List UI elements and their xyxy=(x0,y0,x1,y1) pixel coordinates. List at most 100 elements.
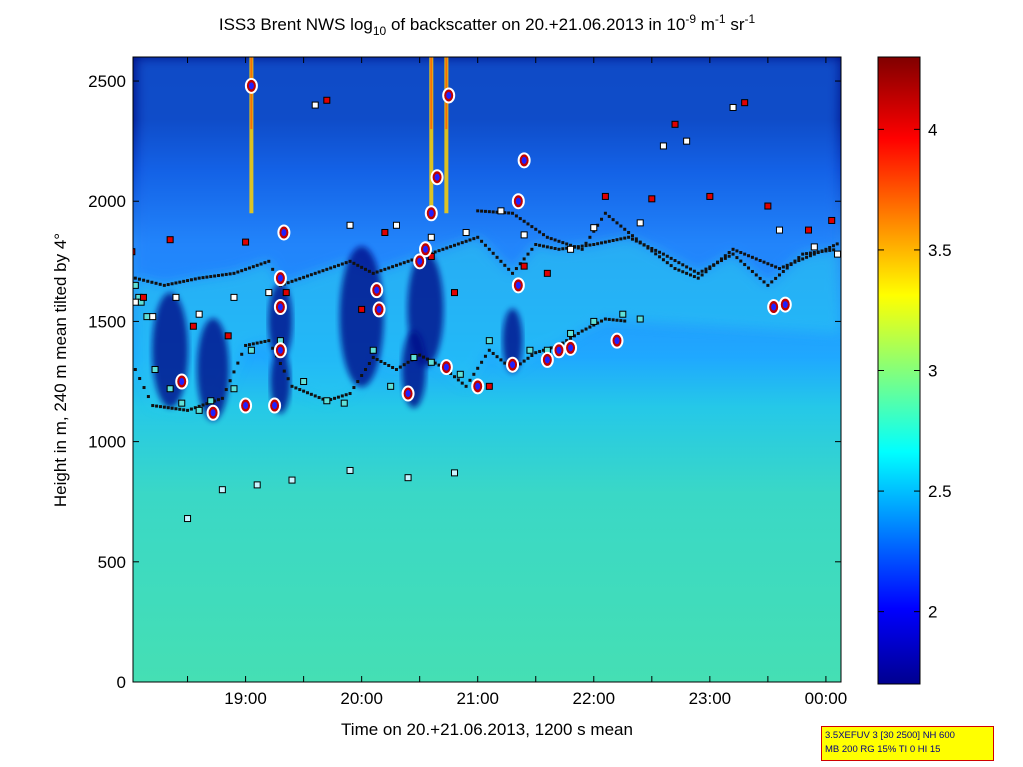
cloud-base-mark xyxy=(383,361,387,365)
layer-top-mark xyxy=(201,276,205,280)
cloud-mark xyxy=(456,370,464,378)
layer-top-mark xyxy=(781,269,785,273)
cloud-base-mark xyxy=(305,391,309,395)
upper-layer-mark xyxy=(603,211,607,215)
red-mark xyxy=(671,120,679,128)
layer-top-mark xyxy=(317,270,321,274)
upper-layer-mark xyxy=(685,271,689,275)
cloud-ring-core xyxy=(376,305,382,313)
colorbar-tick-label: 4 xyxy=(928,120,937,139)
layer-top-mark xyxy=(805,252,809,256)
layer-top-mark xyxy=(561,247,565,251)
cloud-ring-core xyxy=(544,356,550,364)
cloud-base-mark xyxy=(251,342,255,346)
cloud-base-mark xyxy=(286,377,290,381)
layer-top-mark xyxy=(224,272,228,276)
cloud-ring-core xyxy=(277,303,283,311)
red-mark xyxy=(358,305,366,313)
cloud-base-mark xyxy=(588,325,592,329)
cloud-base-mark xyxy=(449,372,453,376)
layer-top-mark xyxy=(592,243,596,246)
layer-top-mark xyxy=(186,279,190,283)
red-mark xyxy=(764,202,772,210)
cloud-base-mark xyxy=(522,359,526,363)
cloud-ring-core xyxy=(475,382,481,390)
cloud-base-mark xyxy=(476,366,480,370)
upper-layer-mark xyxy=(750,255,754,259)
upper-layer-mark xyxy=(476,209,480,213)
cloud-base-mark xyxy=(224,388,228,392)
cloud-ring-core xyxy=(428,209,434,217)
white-mark xyxy=(392,221,400,229)
layer-top-mark xyxy=(611,238,615,242)
layer-top-mark xyxy=(213,274,217,278)
layer-top-mark xyxy=(137,277,141,281)
cloud-mark xyxy=(369,346,377,354)
layer-top-mark xyxy=(244,267,248,271)
cloud-ring-core xyxy=(771,303,777,311)
upper-layer-mark xyxy=(607,214,611,218)
upper-cloud-region xyxy=(135,57,841,286)
upper-layer-mark xyxy=(534,227,538,231)
layer-top-mark xyxy=(619,237,623,241)
layer-top-mark xyxy=(220,273,224,277)
layer-top-mark xyxy=(391,265,395,269)
upper-layer-mark xyxy=(514,214,518,218)
upper-layer-mark xyxy=(596,223,600,227)
layer-top-mark xyxy=(723,256,727,260)
cloud-base-mark xyxy=(391,365,395,369)
low-layer-mark xyxy=(288,476,296,484)
upper-layer-mark xyxy=(704,270,708,274)
layer-top-mark xyxy=(654,248,658,252)
layer-top-mark xyxy=(727,254,731,258)
cloud-base-mark xyxy=(302,389,306,393)
upper-layer-mark xyxy=(735,249,739,253)
white-mark xyxy=(834,250,841,258)
x-tick-label: 21:00 xyxy=(456,689,499,708)
cloud-base-mark xyxy=(367,361,371,365)
cloud-base-mark xyxy=(317,396,321,400)
upper-layer-mark xyxy=(824,247,828,251)
layer-top-mark xyxy=(305,274,309,278)
cloud-base-mark xyxy=(433,361,437,365)
cloud-base-mark xyxy=(220,396,224,400)
layer-top-mark xyxy=(750,269,754,273)
layer-top-mark xyxy=(758,276,762,280)
cloud-base-mark xyxy=(213,399,217,403)
cloud-base-mark xyxy=(371,355,375,359)
upper-layer-mark xyxy=(727,251,731,255)
layer-top-mark xyxy=(747,266,751,270)
layer-top-mark xyxy=(832,248,836,252)
layer-top-mark xyxy=(530,247,534,251)
upper-layer-mark xyxy=(739,251,743,255)
upper-layer-mark xyxy=(572,245,576,249)
upper-layer-mark xyxy=(627,230,631,234)
cloud-base-mark xyxy=(217,398,221,402)
upper-layer-mark xyxy=(743,252,747,256)
cloud-base-mark xyxy=(460,381,464,385)
layer-top-mark xyxy=(545,245,549,249)
layer-top-mark xyxy=(538,243,542,247)
cloud-ring-core xyxy=(515,281,521,289)
layer-top-mark xyxy=(348,259,352,263)
layer-top-mark xyxy=(182,279,186,283)
x-tick-label: 19:00 xyxy=(224,689,267,708)
upper-layer-mark xyxy=(530,225,534,229)
upper-layer-mark xyxy=(650,249,654,253)
cloud-mark xyxy=(300,378,308,386)
cloud-base-mark xyxy=(425,357,429,361)
layer-top-mark xyxy=(356,263,360,267)
colorbar-axis: 2 2.5 3 3.5 4 xyxy=(878,120,952,622)
upper-layer-mark xyxy=(669,264,673,268)
cloud-ring-core xyxy=(248,82,254,90)
layer-top-mark xyxy=(383,267,387,271)
upper-layer-mark xyxy=(793,260,797,264)
layer-top-mark xyxy=(743,263,747,267)
layer-top-mark xyxy=(142,278,146,282)
cloud-base-mark xyxy=(596,321,600,325)
layer-top-mark xyxy=(302,275,306,279)
low-layer-mark xyxy=(253,481,261,489)
cloud-ring-core xyxy=(417,257,423,265)
cloud-ring-core xyxy=(521,156,527,164)
layer-top-mark xyxy=(665,254,669,258)
